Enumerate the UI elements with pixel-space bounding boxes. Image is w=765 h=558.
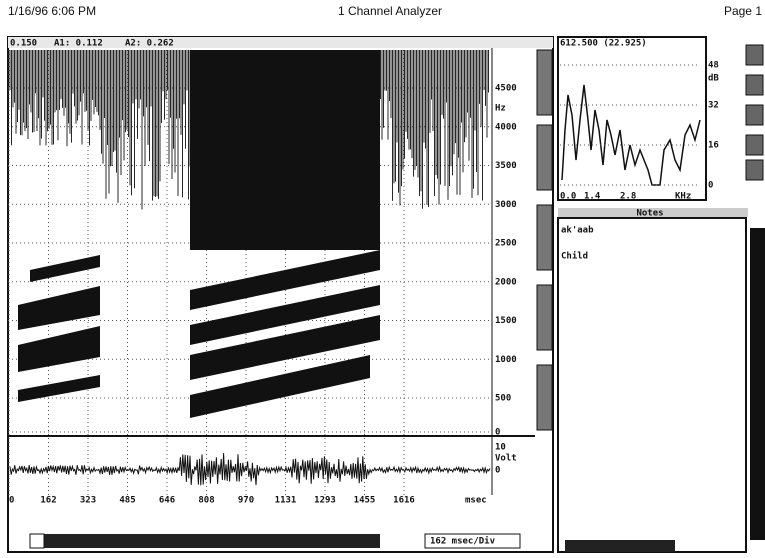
y-tick-label: 0 (495, 428, 500, 438)
wave-unit: Volt (495, 454, 517, 464)
tool-button[interactable] (536, 284, 553, 351)
y-tick-label: 1500 (495, 316, 517, 326)
x-tick-label: 1.4 (584, 192, 601, 202)
y-tick-label: 3000 (495, 200, 517, 210)
tool-button[interactable] (745, 74, 764, 96)
spectrum-axes: 48 32 16 0 dB 0.0 1.4 2.8 KHz (560, 61, 719, 202)
y-tick-label: 500 (495, 394, 511, 404)
scale-box[interactable] (424, 533, 521, 549)
y-tick-label: 4500 (495, 84, 517, 94)
print-date: 1/16/96 6:06 PM (8, 4, 96, 18)
notes-title: Notes (636, 209, 663, 219)
print-title: 1 Channel Analyzer (338, 4, 442, 18)
y-tick-label: 32 (708, 101, 719, 111)
x-tick-label: 1131 (275, 496, 297, 506)
y-unit: Hz (495, 104, 506, 114)
x-tick-label: 0.0 (560, 192, 576, 202)
y-tick-label: 2000 (495, 277, 517, 287)
x-tick-label: 323 (80, 496, 96, 506)
y-tick-label: 16 (708, 141, 719, 151)
formant (190, 355, 370, 418)
notes-scrollbar[interactable] (565, 540, 675, 552)
x-tick-label: 485 (119, 496, 135, 506)
x-tick-label: 1293 (314, 496, 336, 506)
tool-button[interactable] (536, 49, 553, 116)
formant (30, 255, 100, 282)
readout-bar (8, 37, 553, 48)
a2-readout: A2: 0.262 (125, 39, 174, 49)
formant (18, 326, 100, 372)
note-line: Child (561, 251, 588, 262)
tool-buttons (536, 44, 764, 431)
y-tick-label: 0 (708, 181, 713, 191)
y-tick-label: 3500 (495, 161, 517, 171)
y-tick-label: 4000 (495, 122, 517, 132)
x-tick-label: 2.8 (620, 192, 636, 202)
scroll-thumb[interactable] (29, 533, 45, 549)
notes-panel (557, 217, 747, 553)
formant (190, 315, 380, 380)
notes-bar (558, 208, 748, 217)
spectrum-readout: 612.500 (22.925) (560, 39, 647, 49)
wave-zero: 0 (495, 466, 500, 476)
spectrogram (8, 50, 492, 495)
wave-trace (9, 453, 491, 486)
tool-button[interactable] (745, 44, 764, 66)
formant (190, 285, 380, 345)
tool-button[interactable] (536, 124, 553, 191)
y-tick-label: 2500 (495, 239, 517, 249)
x-tick-label: 808 (198, 496, 214, 506)
x-tick-label: 1455 (354, 496, 376, 506)
spectrum-panel (557, 36, 707, 201)
energy (190, 50, 380, 250)
tool-button[interactable] (536, 204, 553, 271)
y-unit: dB (708, 74, 719, 84)
formant (18, 286, 100, 330)
x-tick-label: 646 (159, 496, 175, 506)
y-tick-label: 1000 (495, 355, 517, 365)
formant (190, 250, 380, 310)
a1-readout: A1: 0.112 (54, 39, 103, 49)
tool-button[interactable] (745, 134, 764, 156)
x-tick-label: 970 (238, 496, 254, 506)
wave-top: 10 (495, 443, 506, 453)
page-number: Page 1 (724, 4, 762, 18)
x-tick-label: 1616 (393, 496, 415, 506)
formant (18, 375, 100, 402)
cursor-readout: 0.150 (10, 39, 37, 49)
scrollbar[interactable] (30, 534, 380, 548)
side-bar (750, 228, 765, 540)
time-scale: 162 msec/Div (430, 536, 496, 547)
waveform (9, 453, 491, 486)
y-tick-label: 48 (708, 61, 719, 71)
x-tick-label: 0 (9, 496, 14, 506)
time-unit: msec (465, 496, 487, 506)
tool-button[interactable] (745, 159, 764, 181)
x-unit: KHz (675, 192, 691, 202)
spectrum-curve (561, 84, 701, 186)
tool-button[interactable] (745, 104, 764, 126)
note-line: ak'aab (561, 226, 594, 236)
tool-button[interactable] (536, 364, 553, 431)
x-tick-label: 162 (40, 496, 56, 506)
